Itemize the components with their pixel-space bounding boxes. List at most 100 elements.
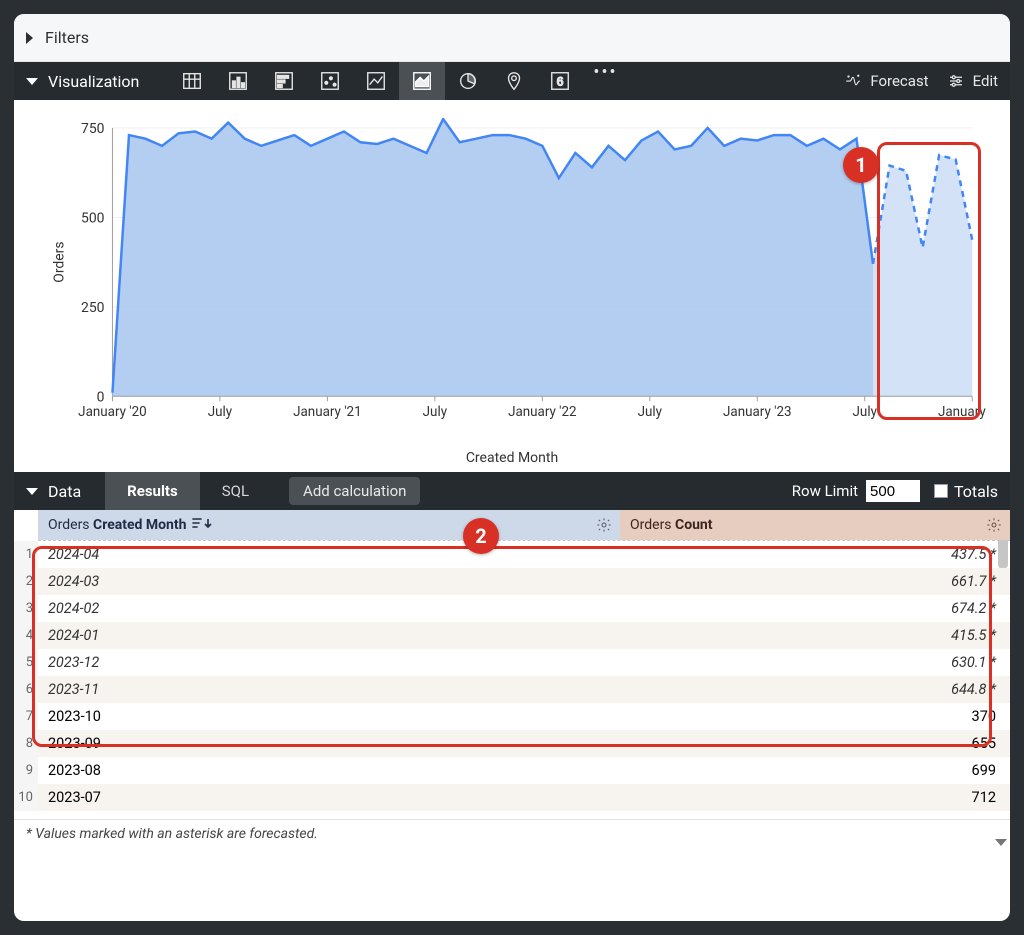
- row-number: 1: [14, 541, 38, 568]
- sort-desc-icon: [191, 516, 215, 534]
- svg-text:July: July: [208, 405, 233, 420]
- column-header-created-month[interactable]: Orders Created Month: [38, 510, 620, 540]
- line-chart-icon[interactable]: [353, 62, 399, 100]
- table-row[interactable]: 12024-04437.5 *: [14, 541, 1010, 568]
- forecast-icon: [844, 72, 862, 90]
- pie-chart-icon[interactable]: [445, 62, 491, 100]
- table-row[interactable]: 42024-01415.5 *: [14, 622, 1010, 649]
- cell-month: 2023-10: [38, 703, 620, 730]
- cell-count: 674.2 *: [620, 595, 1010, 622]
- scroll-down-icon[interactable]: [995, 839, 1007, 846]
- area-chart-icon[interactable]: [399, 62, 445, 100]
- table-row[interactable]: 72023-10370: [14, 703, 1010, 730]
- results-table: Orders Created Month Orders Count 12024-…: [14, 510, 1010, 848]
- forecast-footnote: * Values marked with an asterisk are for…: [14, 819, 1010, 848]
- svg-text:Orders: Orders: [52, 241, 68, 282]
- tab-results[interactable]: Results: [105, 472, 200, 510]
- cell-month: 2023-07: [38, 784, 620, 811]
- row-number: 10: [14, 784, 38, 811]
- tab-sql[interactable]: SQL: [200, 472, 271, 510]
- svg-text:January '23: January '23: [723, 405, 792, 420]
- cell-count: 437.5 *: [620, 541, 1010, 568]
- chevron-down-icon[interactable]: [26, 78, 38, 85]
- edit-button[interactable]: Edit: [947, 72, 998, 90]
- table-row[interactable]: 52023-12630.1 *: [14, 649, 1010, 676]
- table-row[interactable]: 22024-03661.7 *: [14, 568, 1010, 595]
- row-number: 5: [14, 649, 38, 676]
- cell-month: 2023-12: [38, 649, 620, 676]
- table-row[interactable]: 82023-09655: [14, 730, 1010, 757]
- filters-label: Filters: [45, 28, 89, 47]
- add-calculation-button[interactable]: Add calculation: [289, 477, 420, 505]
- single-value-icon[interactable]: 6: [537, 62, 583, 100]
- row-number: 7: [14, 703, 38, 730]
- row-limit-label: Row Limit: [792, 482, 858, 500]
- row-number: 6: [14, 676, 38, 703]
- data-tabs: Results SQL: [105, 472, 271, 510]
- cell-count: 699: [620, 757, 1010, 784]
- edit-icon: [947, 72, 965, 90]
- cell-count: 370: [620, 703, 1010, 730]
- row-limit-input[interactable]: [866, 480, 920, 502]
- row-number: 9: [14, 757, 38, 784]
- totals-checkbox[interactable]: Totals: [934, 482, 998, 501]
- cell-month: 2024-03: [38, 568, 620, 595]
- table-body: 12024-04437.5 *22024-03661.7 *32024-0267…: [14, 541, 1010, 811]
- svg-text:6: 6: [557, 75, 564, 89]
- gear-icon[interactable]: [596, 517, 612, 537]
- column-chart-icon[interactable]: [215, 62, 261, 100]
- totals-label: Totals: [954, 482, 998, 501]
- callout-badge-2: 2: [463, 518, 499, 554]
- cell-count: 655: [620, 730, 1010, 757]
- svg-text:January '20: January '20: [78, 405, 147, 420]
- svg-text:January '22: January '22: [508, 405, 577, 420]
- filters-bar[interactable]: Filters: [14, 14, 1010, 62]
- table-row[interactable]: 62023-11644.8 *: [14, 676, 1010, 703]
- visualization-title: Visualization: [48, 72, 139, 91]
- svg-text:January '24: January '24: [938, 405, 988, 420]
- row-number: 3: [14, 595, 38, 622]
- callout-badge-1: 1: [843, 147, 879, 183]
- cell-count: 661.7 *: [620, 568, 1010, 595]
- scatter-chart-icon[interactable]: [307, 62, 353, 100]
- x-axis-label: Created Month: [14, 450, 1010, 472]
- bar-chart-icon[interactable]: [261, 62, 307, 100]
- forecast-label: Forecast: [870, 72, 928, 90]
- table-row[interactable]: 32024-02674.2 *: [14, 595, 1010, 622]
- cell-month: 2023-09: [38, 730, 620, 757]
- checkbox-icon: [934, 484, 948, 498]
- svg-text:500: 500: [81, 210, 105, 226]
- row-number: 2: [14, 568, 38, 595]
- cell-count: 415.5 *: [620, 622, 1010, 649]
- svg-text:750: 750: [81, 121, 105, 137]
- forecast-button[interactable]: Forecast: [844, 72, 928, 90]
- visualization-toolbar: Visualization 6 ••• Forecast: [14, 62, 1010, 100]
- cell-count: 644.8 *: [620, 676, 1010, 703]
- svg-text:July: July: [638, 405, 663, 420]
- table-header: Orders Created Month Orders Count: [14, 510, 1010, 540]
- svg-text:July: July: [853, 405, 878, 420]
- cell-count: 630.1 *: [620, 649, 1010, 676]
- chevron-down-icon[interactable]: [26, 488, 38, 495]
- data-toolbar: Data Results SQL Add calculation Row Lim…: [14, 472, 1010, 510]
- cell-month: 2024-04: [38, 541, 620, 568]
- viz-type-icons: 6 •••: [169, 62, 627, 100]
- row-number: 4: [14, 622, 38, 649]
- chevron-right-icon: [26, 32, 33, 44]
- cell-month: 2024-02: [38, 595, 620, 622]
- cell-count: 712: [620, 784, 1010, 811]
- more-viz-icon[interactable]: •••: [583, 62, 627, 100]
- svg-text:January '21: January '21: [293, 405, 362, 420]
- svg-text:250: 250: [81, 300, 105, 316]
- column-header-count[interactable]: Orders Count: [620, 510, 1010, 540]
- map-chart-icon[interactable]: [491, 62, 537, 100]
- row-number: 8: [14, 730, 38, 757]
- edit-label: Edit: [973, 72, 998, 90]
- table-row[interactable]: 92023-08699: [14, 757, 1010, 784]
- cell-month: 2023-11: [38, 676, 620, 703]
- table-row[interactable]: 102023-07712: [14, 784, 1010, 811]
- data-title: Data: [48, 482, 81, 501]
- table-chart-icon[interactable]: [169, 62, 215, 100]
- cell-month: 2024-01: [38, 622, 620, 649]
- gear-icon[interactable]: [986, 517, 1002, 537]
